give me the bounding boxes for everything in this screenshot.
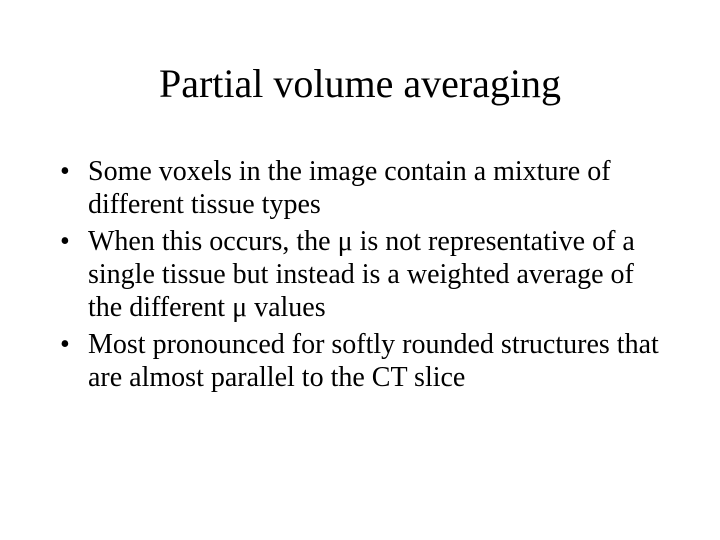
bullet-item: Some voxels in the image contain a mixtu… <box>60 155 670 221</box>
bullet-item: Most pronounced for softly rounded struc… <box>60 328 670 394</box>
slide-title: Partial volume averaging <box>50 60 670 107</box>
bullet-item: When this occurs, the μ is not represent… <box>60 225 670 324</box>
bullet-list: Some voxels in the image contain a mixtu… <box>50 155 670 394</box>
